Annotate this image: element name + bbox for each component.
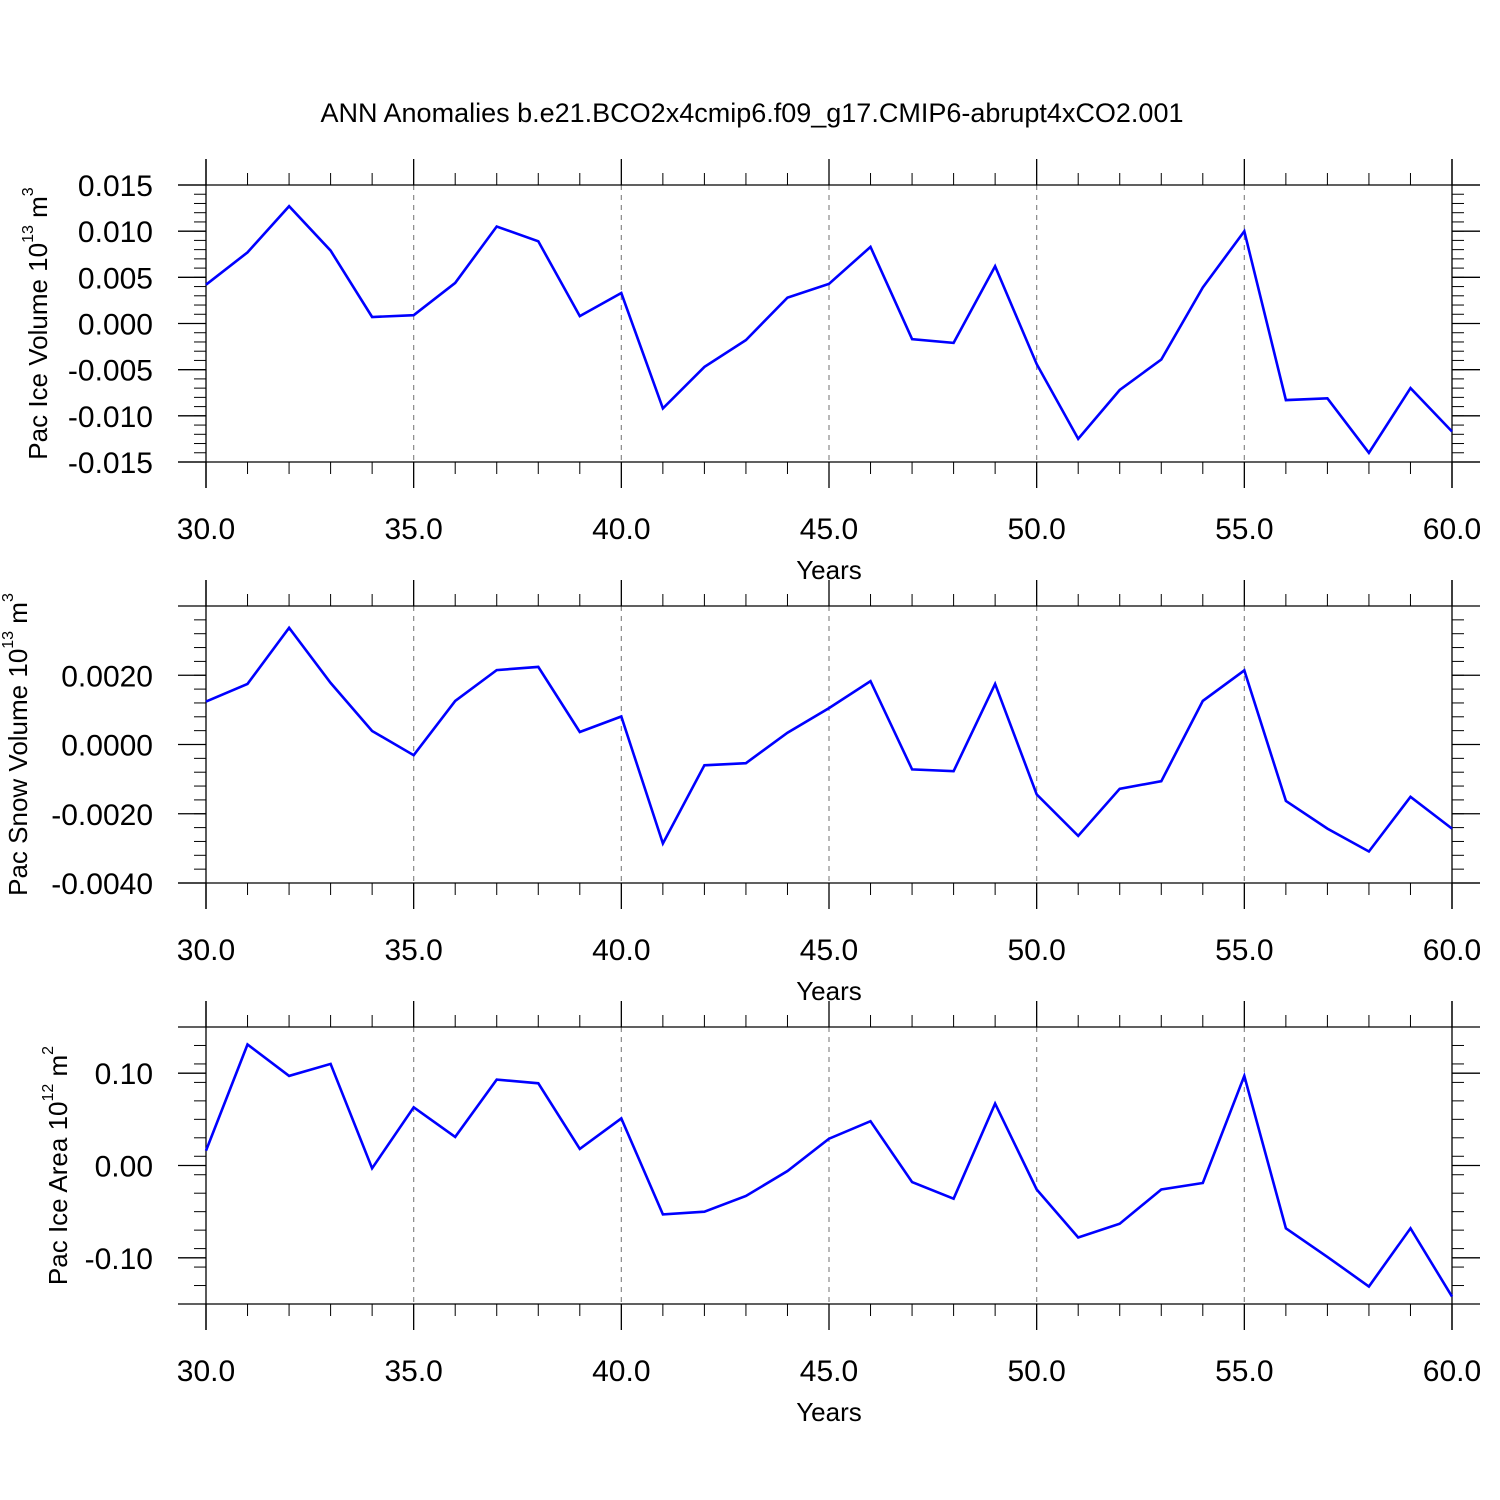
y-axis-label-exponent: 12 bbox=[40, 1084, 57, 1102]
panel-snow-volume: -0.0040 -0.0020 0.0000 0.0020 30.0 35.0 40.0 4… bbox=[0, 580, 1481, 1006]
x-grid bbox=[413, 606, 1245, 883]
y-tick-label: 0.0000 bbox=[61, 730, 153, 763]
y-axis-label-unit-exponent: 3 bbox=[0, 593, 17, 602]
x-tick-label: 40.0 bbox=[592, 1355, 650, 1388]
y-tick-label: 0.000 bbox=[78, 309, 153, 342]
x-minor-ticks bbox=[247, 1015, 1411, 1316]
x-tick-labels: 30.0 35.0 40.0 45.0 50.0 55.0 60.0 bbox=[177, 1355, 1481, 1388]
y-tick-labels: -0.015 -0.010 -0.005 0.000 0.005 0.010 0.015 bbox=[68, 170, 153, 480]
x-tick-labels: 30.0 35.0 40.0 45.0 50.0 55.0 60.0 bbox=[177, 513, 1481, 546]
y-axis-label-exponent: 13 bbox=[0, 631, 17, 649]
y-tick-label: 0.015 bbox=[78, 170, 153, 203]
y-axis-label: Pac Ice Area 1012 m2 bbox=[40, 1046, 73, 1285]
x-tick-label: 55.0 bbox=[1215, 934, 1273, 967]
y-tick-label: -0.005 bbox=[68, 355, 153, 388]
series-line bbox=[205, 625, 1453, 854]
y-tick-labels: -0.10 0.00 0.10 bbox=[85, 1058, 153, 1276]
y-tick-label: -0.010 bbox=[68, 401, 153, 434]
y-axis-label-exponent: 13 bbox=[20, 225, 37, 243]
axis-frame bbox=[178, 1001, 1480, 1330]
y-axis-label-unit-exponent: 3 bbox=[20, 187, 37, 196]
y-axis-label-unit-exponent: 2 bbox=[40, 1046, 57, 1055]
x-grid bbox=[413, 185, 1245, 462]
x-tick-label: 30.0 bbox=[177, 934, 235, 967]
x-axis-label: Years bbox=[796, 1397, 862, 1427]
y-axis-label-text: Pac Ice Area 10 bbox=[43, 1102, 73, 1286]
x-tick-label: 50.0 bbox=[1007, 934, 1065, 967]
x-tick-label: 45.0 bbox=[800, 513, 858, 546]
series-layer bbox=[205, 625, 1453, 854]
series-line bbox=[204, 1042, 1454, 1298]
x-tick-label: 40.0 bbox=[592, 934, 650, 967]
y-tick-label: 0.010 bbox=[78, 216, 153, 249]
x-tick-label: 55.0 bbox=[1215, 513, 1273, 546]
x-minor-ticks bbox=[247, 173, 1411, 474]
y-tick-label: 0.005 bbox=[78, 262, 153, 295]
x-tick-label: 60.0 bbox=[1423, 513, 1481, 546]
y-axis-label: Pac Ice Volume 1013 m3 bbox=[20, 187, 53, 460]
x-tick-label: 50.0 bbox=[1007, 513, 1065, 546]
panel-ice-volume: -0.015 -0.010 -0.005 0.000 0.005 0.010 0.015 3… bbox=[20, 159, 1481, 585]
x-tick-label: 30.0 bbox=[177, 513, 235, 546]
x-tick-label: 45.0 bbox=[800, 1355, 858, 1388]
y-tick-label: -0.015 bbox=[68, 447, 153, 480]
series-layer bbox=[204, 1042, 1454, 1298]
x-tick-label: 60.0 bbox=[1423, 934, 1481, 967]
x-tick-labels: 30.0 35.0 40.0 45.0 50.0 55.0 60.0 bbox=[177, 934, 1481, 967]
axis-frame bbox=[178, 580, 1480, 909]
y-axis-label-text: Pac Ice Volume 10 bbox=[23, 243, 53, 460]
series-line bbox=[205, 204, 1453, 456]
x-tick-label: 35.0 bbox=[384, 1355, 442, 1388]
x-tick-label: 40.0 bbox=[592, 513, 650, 546]
x-grid bbox=[413, 1027, 1245, 1304]
y-axis-label-unit: m bbox=[43, 1055, 73, 1084]
y-major-ticks bbox=[178, 1072, 1480, 1259]
y-axis-label-text: Pac Snow Volume 10 bbox=[3, 649, 33, 896]
x-tick-label: 30.0 bbox=[177, 1355, 235, 1388]
x-tick-label: 50.0 bbox=[1007, 1355, 1065, 1388]
x-tick-label: 60.0 bbox=[1423, 1355, 1481, 1388]
y-tick-label: 0.00 bbox=[95, 1151, 153, 1184]
panel-ice-area: -0.10 0.00 0.10 30.0 35.0 40.0 45.0 50.0 55.0 60… bbox=[40, 1001, 1481, 1427]
x-tick-label: 35.0 bbox=[384, 934, 442, 967]
x-tick-label: 45.0 bbox=[800, 934, 858, 967]
y-tick-labels: -0.0040 -0.0020 0.0000 0.0020 bbox=[51, 660, 153, 901]
y-tick-label: 0.10 bbox=[95, 1058, 153, 1091]
x-tick-label: 55.0 bbox=[1215, 1355, 1273, 1388]
y-tick-label: 0.0020 bbox=[61, 660, 153, 693]
y-tick-label: -0.0020 bbox=[51, 799, 153, 832]
series-layer bbox=[205, 204, 1453, 456]
y-axis-label: Pac Snow Volume 1013 m3 bbox=[0, 593, 33, 896]
y-axis-label-unit: m bbox=[23, 196, 53, 225]
x-tick-label: 35.0 bbox=[384, 513, 442, 546]
y-axis-label-unit: m bbox=[3, 602, 33, 631]
y-tick-label: -0.10 bbox=[85, 1243, 153, 1276]
axis-frame bbox=[178, 159, 1480, 488]
figure-title: ANN Anomalies b.e21.BCO2x4cmip6.f09_g17.… bbox=[321, 98, 1184, 128]
x-minor-ticks bbox=[247, 594, 1411, 895]
y-tick-label: -0.0040 bbox=[51, 868, 153, 901]
